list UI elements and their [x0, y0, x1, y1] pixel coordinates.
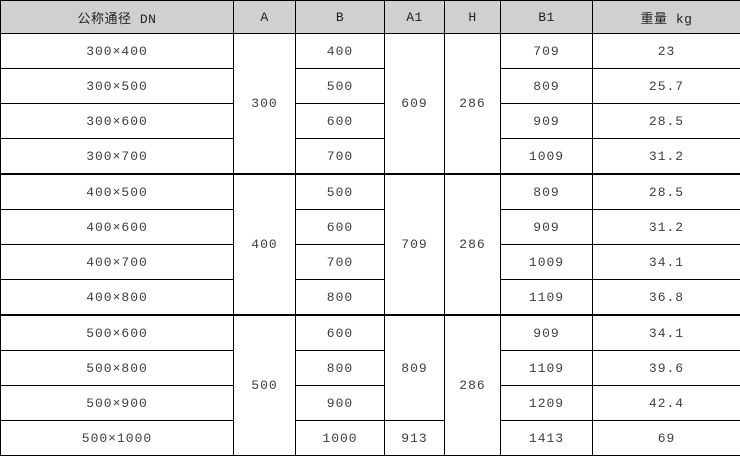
cell-dn: 500×600	[1, 315, 234, 351]
table-row: 500×600 500 600 809 286 909 34.1	[1, 315, 740, 351]
cell-dn: 400×600	[1, 210, 234, 245]
cell-a-merged: 400	[234, 174, 296, 315]
cell-dn: 300×700	[1, 139, 234, 175]
header-row: 公称通径 DN A B A1 H B1 重量 kg	[1, 1, 740, 34]
cell-kg: 42.4	[593, 386, 740, 421]
column-header-b1: B1	[501, 1, 593, 34]
table-row: 300×600 600 909 28.5	[1, 104, 740, 139]
column-header-dn: 公称通径 DN	[1, 1, 234, 34]
column-header-a: A	[234, 1, 296, 34]
cell-kg: 28.5	[593, 104, 740, 139]
cell-dn: 400×500	[1, 174, 234, 210]
cell-kg: 23	[593, 34, 740, 69]
table-row: 400×500 400 500 709 286 809 28.5	[1, 174, 740, 210]
cell-dn: 500×1000	[1, 421, 234, 456]
cell-h-merged: 286	[445, 315, 501, 456]
cell-kg: 34.1	[593, 245, 740, 280]
cell-b: 1000	[296, 421, 385, 456]
table-row: 400×700 700 1009 34.1	[1, 245, 740, 280]
cell-b1: 909	[501, 315, 593, 351]
cell-b: 700	[296, 245, 385, 280]
page: 公称通径 DN A B A1 H B1 重量 kg 300×400 300 40…	[0, 0, 740, 443]
table-row: 300×500 500 809 25.7	[1, 69, 740, 104]
column-header-h: H	[445, 1, 501, 34]
table-row: 400×800 800 1109 36.8	[1, 280, 740, 316]
cell-b: 800	[296, 280, 385, 316]
table-header: 公称通径 DN A B A1 H B1 重量 kg	[1, 1, 740, 34]
table-row: 500×900 900 1209 42.4	[1, 386, 740, 421]
cell-b: 600	[296, 315, 385, 351]
cell-kg: 34.1	[593, 315, 740, 351]
column-header-b: B	[296, 1, 385, 34]
cell-b1: 809	[501, 174, 593, 210]
cell-dn: 300×600	[1, 104, 234, 139]
cell-a1-merged: 609	[385, 34, 445, 175]
cell-kg: 28.5	[593, 174, 740, 210]
cell-b1: 909	[501, 210, 593, 245]
cell-b: 800	[296, 351, 385, 386]
cell-a1-merged: 709	[385, 174, 445, 315]
cell-b: 500	[296, 174, 385, 210]
cell-a1-merged: 809	[385, 315, 445, 421]
cell-b1: 809	[501, 69, 593, 104]
cell-b1: 909	[501, 104, 593, 139]
cell-a-merged: 300	[234, 34, 296, 175]
cell-dn: 500×800	[1, 351, 234, 386]
cell-b1: 1209	[501, 386, 593, 421]
cell-h-merged: 286	[445, 174, 501, 315]
cell-kg: 31.2	[593, 139, 740, 175]
cell-dn: 300×500	[1, 69, 234, 104]
cell-b: 700	[296, 139, 385, 175]
cell-dn: 300×400	[1, 34, 234, 69]
cell-kg: 69	[593, 421, 740, 456]
column-header-kg: 重量 kg	[593, 1, 740, 34]
cell-b: 900	[296, 386, 385, 421]
cell-b1: 1009	[501, 245, 593, 280]
cell-dn: 400×800	[1, 280, 234, 316]
cell-h-merged: 286	[445, 34, 501, 175]
table-row: 500×800 800 1109 39.6	[1, 351, 740, 386]
cell-a-merged: 500	[234, 315, 296, 456]
cell-b: 600	[296, 210, 385, 245]
table-row: 300×700 700 1009 31.2	[1, 139, 740, 175]
column-header-a1: A1	[385, 1, 445, 34]
cell-b1: 709	[501, 34, 593, 69]
cell-kg: 31.2	[593, 210, 740, 245]
cell-b1: 1109	[501, 351, 593, 386]
cell-kg: 25.7	[593, 69, 740, 104]
cell-kg: 39.6	[593, 351, 740, 386]
cell-b1: 1009	[501, 139, 593, 175]
table-row: 500×1000 1000 913 1413 69	[1, 421, 740, 456]
table-row: 400×600 600 909 31.2	[1, 210, 740, 245]
cell-dn: 500×900	[1, 386, 234, 421]
cell-kg: 36.8	[593, 280, 740, 316]
cell-b1: 1109	[501, 280, 593, 316]
cell-b: 600	[296, 104, 385, 139]
cell-a1: 913	[385, 421, 445, 456]
cell-b1: 1413	[501, 421, 593, 456]
table-row: 300×400 300 400 609 286 709 23	[1, 34, 740, 69]
cell-b: 400	[296, 34, 385, 69]
cell-dn: 400×700	[1, 245, 234, 280]
table-body: 300×400 300 400 609 286 709 23 300×500 5…	[1, 34, 740, 456]
cell-b: 500	[296, 69, 385, 104]
